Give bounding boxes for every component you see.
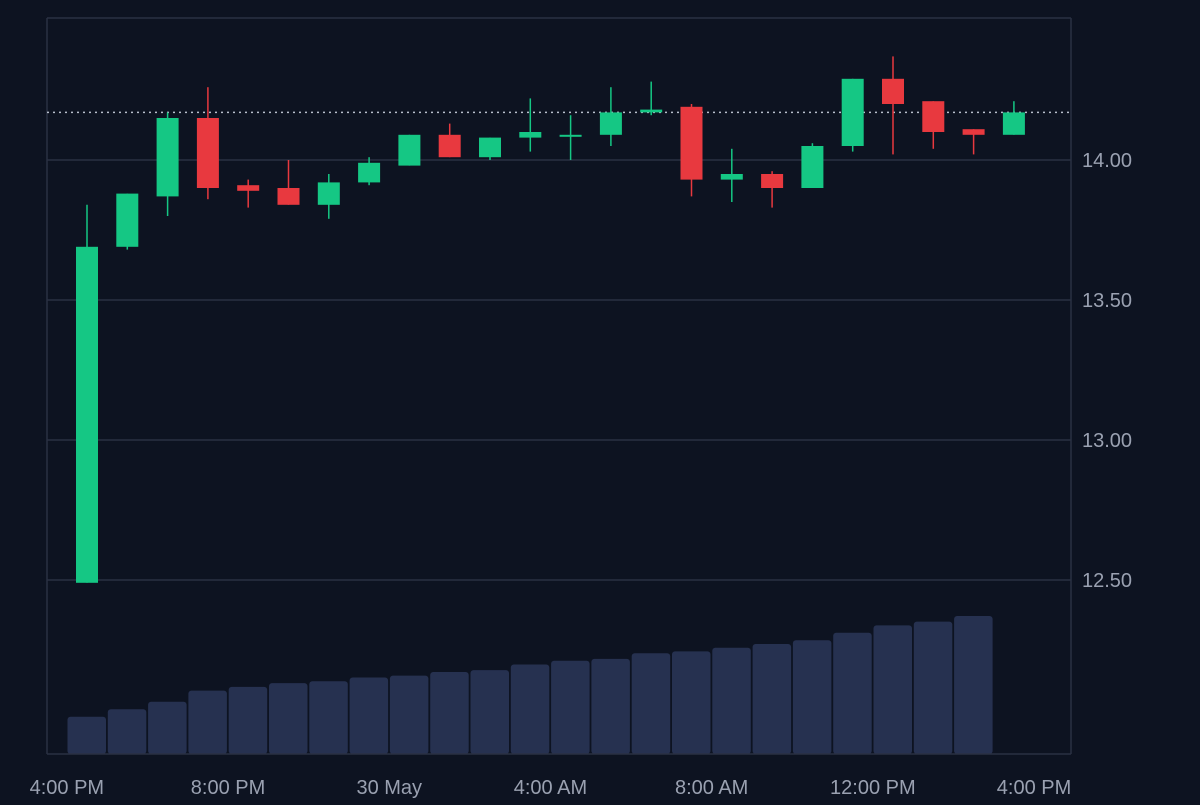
candle-body-down	[438, 134, 461, 158]
volume-bar	[188, 690, 227, 754]
price-tick-label: 14.00	[1082, 150, 1132, 172]
volume-bar	[752, 643, 792, 754]
time-tick-label: 8:00 AM	[675, 777, 748, 799]
time-tick-label: 4:00 PM	[997, 777, 1071, 799]
volume-bar	[269, 683, 308, 754]
candle-body-down	[761, 174, 784, 188]
candle-body-up	[801, 146, 824, 188]
volume-bar	[389, 675, 429, 754]
time-tick-label: 12:00 PM	[830, 777, 916, 799]
time-tick-label: 4:00 AM	[514, 777, 587, 799]
candle-body-up	[640, 109, 663, 113]
volume-bar	[792, 640, 832, 754]
candle-body-down	[277, 188, 300, 205]
candle-body-down	[922, 101, 945, 132]
volume-bar	[470, 670, 509, 754]
volume-bar	[672, 651, 711, 754]
volume-bar	[309, 681, 348, 754]
candle-body-up	[156, 118, 179, 197]
volume-bar	[551, 660, 590, 754]
candle-body-up	[358, 162, 381, 183]
time-tick-label: 8:00 PM	[191, 777, 265, 799]
volume-bar	[712, 647, 751, 754]
volume-bar	[67, 716, 106, 754]
volume-bar	[954, 616, 993, 754]
candle-body-up	[559, 134, 582, 137]
candle-body-up	[116, 193, 139, 247]
volume-bar	[228, 686, 268, 754]
price-tick-label: 12.50	[1082, 570, 1132, 592]
candle-body-up	[720, 174, 743, 180]
volume-bar	[148, 701, 187, 754]
candle-body-up	[519, 132, 542, 138]
candle-body-up	[1002, 112, 1025, 135]
candle-body-up	[398, 134, 421, 166]
volume-bar	[591, 658, 630, 754]
volume-bar	[107, 709, 147, 754]
candle-body-up	[841, 78, 864, 146]
candle-body-down	[196, 118, 219, 188]
volume-bar	[631, 653, 671, 754]
time-tick-label: 30 May	[356, 777, 422, 799]
candle-body-up	[317, 182, 340, 205]
candle-body-down	[680, 106, 703, 180]
candle-body-up	[76, 246, 98, 583]
volume-bar	[833, 632, 872, 754]
candle-body-down	[962, 129, 985, 135]
time-tick-label: 4:00 PM	[30, 777, 104, 799]
volume-bar	[430, 671, 469, 754]
candle-body-down	[237, 185, 260, 191]
volume-bar	[349, 677, 389, 754]
candle-body-up	[599, 112, 622, 135]
volume-bar	[873, 625, 912, 754]
candle-body-down	[882, 78, 904, 104]
volume-bar	[510, 664, 550, 754]
volume-bar	[913, 621, 953, 754]
price-tick-label: 13.00	[1082, 430, 1132, 452]
candle-body-up	[479, 137, 501, 158]
price-tick-label: 13.50	[1082, 290, 1132, 312]
